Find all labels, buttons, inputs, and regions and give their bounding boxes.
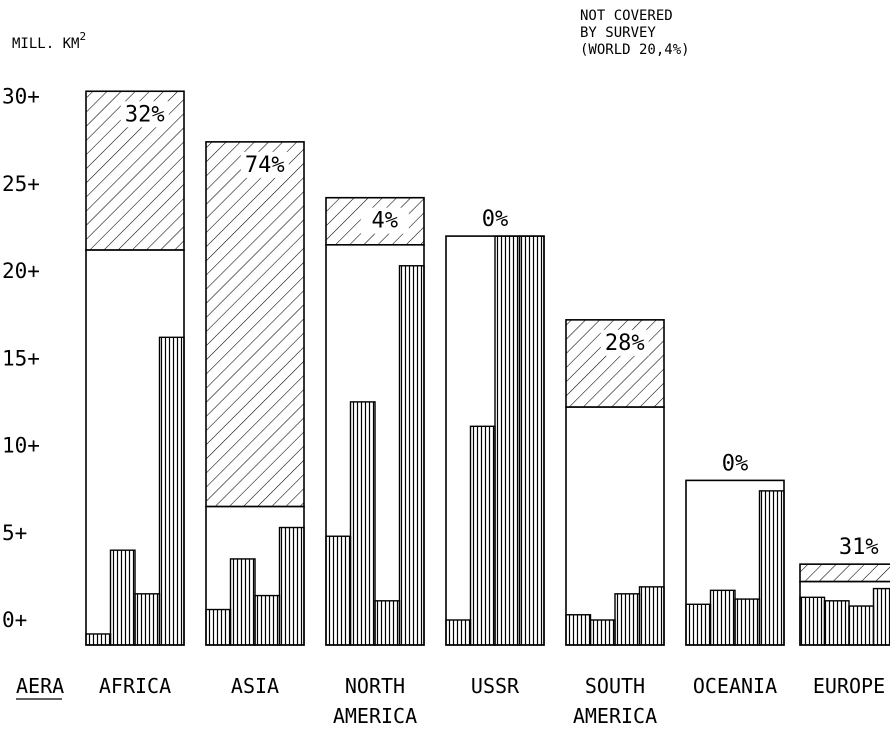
pct-label-background (120, 101, 169, 128)
y-axis-ticks: 0+ 5+ 10+ 15+ 20+ 25+ 30+ (2, 85, 40, 633)
region-group: 74% ASIA (205, 141, 305, 698)
sub-bar (349, 401, 376, 646)
sub-bar (638, 586, 665, 646)
plot-area: 32% AFRICA 74% ASIA 4% NORTH AMERICA 0% USSR 28% S… (85, 90, 890, 728)
pct-label-background (240, 151, 289, 178)
region-group: 0% USSR (445, 207, 545, 698)
region-group: 32% AFRICA (85, 90, 185, 698)
y-tick-label: 20+ (2, 259, 40, 283)
region-label: USSR (471, 674, 520, 698)
sub-bar (758, 490, 785, 646)
sub-bar (278, 526, 305, 646)
region-label: NORTH (345, 674, 405, 698)
sub-bar (494, 235, 521, 646)
sub-bar (205, 608, 232, 646)
annotation-line-3: (WORLD 20,4%) (580, 42, 690, 58)
sub-bar (325, 535, 352, 646)
sub-bar (469, 425, 496, 646)
sub-bar (734, 598, 761, 646)
sub-bar (614, 593, 641, 646)
y-tick-label: 15+ (2, 346, 40, 370)
sub-bar (872, 587, 890, 646)
y-axis-label-superscript: 2 (79, 30, 86, 43)
not-covered-area (205, 141, 305, 508)
sub-bar (848, 605, 875, 646)
region-label: AMERICA (333, 704, 417, 728)
pct-label: 32% (125, 102, 165, 127)
sub-bar (85, 633, 112, 646)
sub-bar (374, 600, 401, 646)
y-tick-label: 5+ (2, 521, 27, 545)
region-label: ASIA (231, 674, 279, 698)
sub-bar (685, 603, 712, 646)
pct-label: 31% (839, 535, 879, 560)
not-covered-area (799, 563, 890, 583)
region-label: OCEANIA (693, 674, 777, 698)
y-tick-label: 30+ (2, 85, 40, 109)
y-axis-label: MILL. KM2 (12, 30, 86, 52)
y-tick-label: 0+ (2, 608, 27, 632)
sub-bar (254, 594, 281, 646)
annotation-line-1: NOT COVERED (580, 8, 673, 24)
annotation-line-2: BY SURVEY (580, 25, 656, 41)
x-axis-label: AERA (16, 674, 64, 698)
pct-label: 28% (605, 331, 645, 356)
sub-bar (445, 619, 472, 646)
sub-bar (589, 619, 616, 646)
region-label: EUROPE (813, 674, 885, 698)
sub-bar (799, 596, 826, 646)
sub-bar (398, 265, 425, 646)
sub-bar (109, 549, 136, 646)
region-group: 31% EUROPE (799, 535, 890, 698)
sub-bar (565, 614, 592, 646)
pct-label-background (600, 329, 649, 356)
pct-label: 0% (722, 451, 749, 476)
region-label: SOUTH (585, 674, 645, 698)
sub-bar (518, 235, 545, 646)
pct-label: 74% (245, 153, 285, 178)
pct-label: 4% (372, 209, 399, 234)
sub-bar (229, 558, 256, 646)
sub-bar (158, 336, 185, 646)
pct-label-background (360, 207, 409, 234)
y-tick-label: 10+ (2, 434, 40, 458)
sub-bar (823, 600, 850, 646)
sub-bar (134, 593, 161, 646)
region-group: 0% OCEANIA (685, 451, 785, 698)
region-label: AMERICA (573, 704, 657, 728)
y-tick-label: 25+ (2, 172, 40, 196)
pct-label: 0% (482, 207, 509, 232)
region-group: 4% NORTH AMERICA (325, 196, 425, 728)
region-label: AFRICA (99, 674, 171, 698)
region-group: 28% SOUTH AMERICA (565, 319, 665, 728)
sub-bar (709, 589, 736, 646)
